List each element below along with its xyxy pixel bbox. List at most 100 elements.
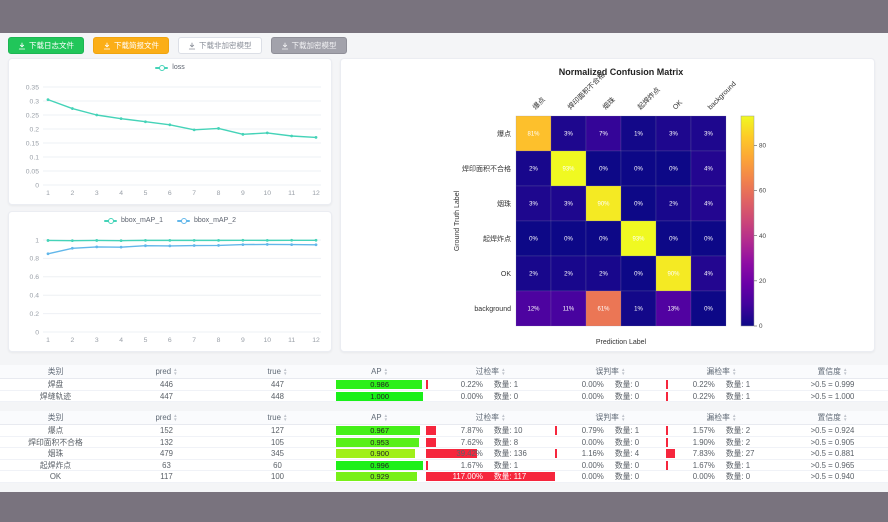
loss-chart: 00.050.10.150.20.250.30.351 2 3 4 5 6 7 8 9 10 11 1… — [26, 84, 321, 197]
header-cell-pred[interactable]: pred ▲ ▼ — [111, 367, 222, 376]
sort-caret-icon[interactable]: ▲ ▼ — [383, 367, 389, 376]
header-cell-漏检率[interactable]: 漏检率 ▲ ▼ — [666, 366, 777, 377]
true-cell: 447 — [270, 380, 284, 389]
rate-bar — [665, 426, 668, 435]
rate-text: 0.22% 数量: 1 — [666, 379, 777, 390]
table-header-row: 类别 pred ▲ ▼ true ▲ ▼ AP ▲ ▼ 过检率 ▲ ▼ 误判率 ▲ ▼ 漏检率 ▲ ▼ 置信度 ▲ ▼ — [0, 365, 888, 379]
rate-count: 数量: 117 — [493, 471, 527, 481]
pred-cell: 63 — [162, 460, 171, 470]
matrix-cell-value: 1% — [634, 307, 643, 313]
data-point — [192, 244, 196, 247]
download-button-1[interactable]: 下载日志文件 — [8, 37, 84, 54]
data-point — [265, 131, 269, 135]
button-label: 下载加密模型 — [291, 41, 337, 50]
map-chart: 00.20.40.60.811 2 3 4 5 6 7 8 9 10 11 12 — [30, 237, 321, 344]
ap-bar — [336, 380, 422, 389]
data-point — [290, 134, 294, 138]
header-cell-置信度[interactable]: 置信度 ▲ ▼ — [777, 366, 888, 377]
ap-value: 0.996 — [370, 460, 389, 470]
overkill-rate-cell: 0.22% 数量: 1 — [426, 379, 555, 390]
pred-cell: 447 — [159, 391, 173, 401]
download-button-4[interactable]: 下载加密模型 — [270, 37, 347, 54]
header-cell-置信度[interactable]: 置信度 ▲ ▼ — [777, 412, 888, 423]
header-cell-过检率[interactable]: 过检率 ▲ ▼ — [426, 412, 555, 423]
ap-bar-track: 0.953 — [336, 437, 424, 447]
y-tick-label: 0 — [35, 329, 39, 336]
table-row: 烟珠 479 345 0.900 39.42% 数量: 136 1.16% 数量: 4 7.83… — [0, 448, 888, 460]
header-label: true — [267, 367, 281, 376]
data-point — [290, 238, 294, 242]
matrix-cell-value: 11% — [563, 307, 575, 313]
y-tick-label: 0.35 — [26, 84, 39, 91]
legend-item-bbox_mAP_1[interactable]: bbox_mAP_1 — [103, 217, 163, 224]
header-cell-误判率[interactable]: 误判率 ▲ ▼ — [555, 366, 666, 377]
rate-percent: 0.00% — [581, 471, 604, 481]
sort-caret-icon[interactable]: ▲ ▼ — [383, 413, 389, 422]
legend-item-bbox_mAP_2[interactable]: bbox_mAP_2 — [177, 217, 236, 224]
data-point — [46, 98, 50, 101]
table-row: 焊盘 446 447 0.986 0.22% 数量: 1 0.00% 数量: 0 0.22% 数量… — [0, 379, 888, 391]
sort-caret-icon[interactable]: ▲ ▼ — [173, 367, 178, 376]
col-label: 爆点 — [531, 95, 547, 111]
header-cell-AP[interactable]: AP ▲ ▼ — [333, 413, 426, 422]
rate-text: 0.00% 数量: 0 — [555, 471, 666, 482]
data-point — [46, 239, 50, 242]
rate-percent: 0.22% — [692, 391, 715, 401]
x-tick-label: 6 — [168, 337, 172, 344]
sort-caret-icon[interactable]: ▲ ▼ — [282, 413, 288, 422]
colorbar-tick-label: 40 — [759, 233, 767, 240]
matrix-cell-value: 90% — [597, 202, 610, 208]
sort-caret-icon[interactable]: ▲ ▼ — [501, 367, 506, 376]
colorbar-tick-label: 20 — [759, 278, 767, 285]
rate-count: 数量: 2 — [725, 437, 751, 447]
data-point — [265, 243, 269, 246]
rate-text: 0.00% 数量: 0 — [666, 471, 777, 482]
col-label: background — [707, 81, 738, 112]
header-cell-true[interactable]: true ▲ ▼ — [222, 367, 333, 376]
button-label: 下载简报文件 — [114, 41, 159, 50]
ap-bar — [336, 449, 415, 458]
header-cell-AP[interactable]: AP ▲ ▼ — [333, 367, 426, 376]
table-row: 爆点 152 127 0.967 7.87% 数量: 10 0.79% 数量: 1 1.57% 数… — [0, 425, 888, 437]
matrix-cell — [515, 255, 552, 292]
sort-caret-icon[interactable]: ▲ ▼ — [842, 367, 848, 376]
pred-cell: 479 — [159, 449, 173, 458]
sort-caret-icon[interactable]: ▲ ▼ — [173, 413, 178, 422]
sort-caret-icon[interactable]: ▲ ▼ — [501, 413, 506, 422]
matrix-cell-value: 0% — [634, 272, 643, 278]
data-point — [314, 136, 318, 139]
misjudge-rate-cell: 0.00% 数量: 0 — [555, 379, 666, 390]
x-axis-label: Prediction Label — [596, 339, 647, 346]
sort-caret-icon[interactable]: ▲ ▼ — [620, 413, 626, 422]
sort-caret-icon[interactable]: ▲ ▼ — [842, 413, 848, 422]
rate-text: 1.90% 数量: 2 — [666, 437, 777, 448]
col-label: OK — [672, 99, 684, 111]
sort-caret-icon[interactable]: ▲ ▼ — [731, 367, 737, 376]
row-label: 烟珠 — [497, 199, 511, 208]
matrix-cell — [690, 150, 727, 187]
sort-caret-icon[interactable]: ▲ ▼ — [282, 367, 288, 376]
header-cell-误判率[interactable]: 误判率 ▲ ▼ — [555, 412, 666, 423]
header-cell-过检率[interactable]: 过检率 ▲ ▼ — [426, 366, 555, 377]
header-label: true — [267, 413, 281, 422]
overkill-rate-cell: 0.00% 数量: 0 — [426, 391, 555, 402]
data-point — [46, 252, 50, 256]
row-label: 爆点 — [497, 129, 511, 138]
matrix-cell — [585, 150, 622, 187]
rate-count: 数量: 8 — [493, 437, 519, 447]
summary-table-defects: 类别 pred ▲ ▼ true ▲ ▼ AP ▲ ▼ 过检率 ▲ ▼ 误判率 ▲ ▼ 漏检率 ▲ ▼ 置信度 ▲ ▼ 爆点… — [0, 411, 888, 483]
header-cell-true[interactable]: true ▲ ▼ — [222, 413, 333, 422]
rate-percent: 0.00% — [460, 391, 483, 401]
sort-caret-icon[interactable]: ▲ ▼ — [620, 367, 626, 376]
legend-item-loss[interactable]: loss — [155, 64, 185, 71]
header-cell-pred[interactable]: pred ▲ ▼ — [111, 413, 222, 422]
download-button-3[interactable]: 下载非加密模型 — [178, 37, 262, 54]
header-cell-类别: 类别 — [0, 366, 111, 377]
sort-caret-icon[interactable]: ▲ ▼ — [731, 413, 737, 422]
download-button-2[interactable]: 下载简报文件 — [93, 37, 169, 54]
header-cell-漏检率[interactable]: 漏检率 ▲ ▼ — [666, 412, 777, 423]
dashboard-content: 下载日志文件 下载简报文件 下载非加密模型 下载加密模型 loss 0 0.05 0.1 0… — [0, 33, 888, 492]
rate-count: 数量: 4 — [614, 449, 640, 458]
data-point — [70, 107, 74, 110]
rate-percent: 1.57% — [692, 426, 715, 435]
